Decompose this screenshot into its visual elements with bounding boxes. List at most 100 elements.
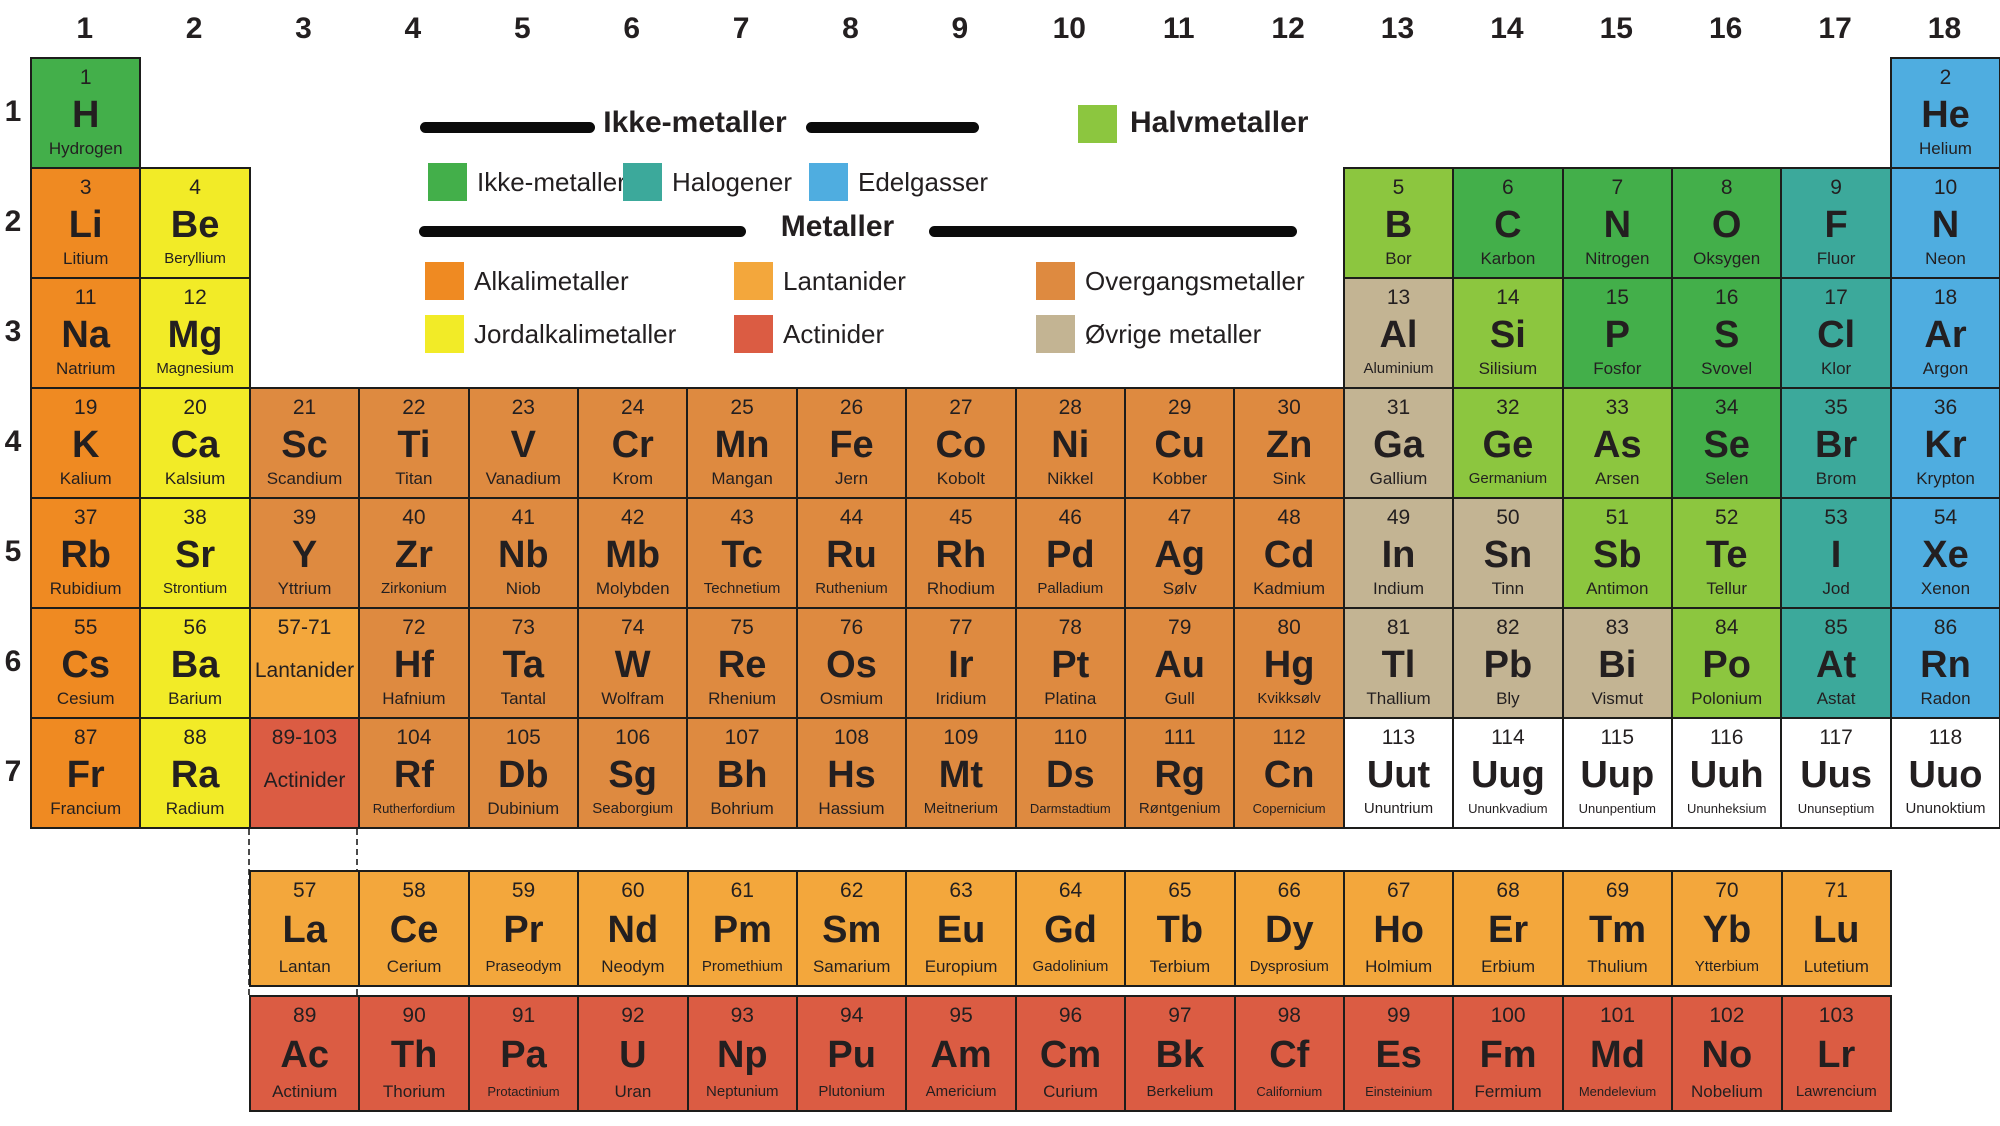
- atomic-number: 18: [1933, 286, 1958, 309]
- element-name: Copernicium: [1252, 801, 1326, 816]
- element-symbol: Y: [291, 533, 318, 576]
- element-symbol: Eu: [936, 909, 986, 951]
- atomic-number: 63: [949, 879, 973, 902]
- element-symbol: No: [1701, 1034, 1753, 1076]
- halvmetaller-label: Halvmetaller: [1130, 106, 1309, 139]
- element-cell-gd-64: 64 Gd Gadolinium: [1014, 870, 1127, 987]
- element-name: Thorium: [382, 1082, 446, 1101]
- group-label-5: 5: [513, 12, 531, 45]
- element-name: Kalsium: [164, 469, 226, 488]
- atomic-number: 46: [1058, 506, 1082, 529]
- element-name: Bly: [1496, 689, 1520, 708]
- element-name: Lantan: [278, 957, 331, 976]
- element-cell-uus-117: 117 Uus Ununseptium: [1780, 717, 1892, 829]
- atomic-number: 8: [1720, 176, 1733, 199]
- element-symbol: C: [1494, 203, 1522, 246]
- element-name: Osmium: [819, 689, 884, 708]
- element-symbol: Pu: [827, 1034, 876, 1076]
- element-symbol: Hs: [827, 753, 876, 796]
- element-name: Gadolinium: [1032, 958, 1109, 975]
- element-symbol: Po: [1702, 643, 1751, 686]
- element-name: Meitnerium: [923, 800, 998, 817]
- element-name: Klor: [1820, 359, 1852, 378]
- atomic-number: 107: [724, 726, 760, 749]
- element-symbol: Uuo: [1908, 753, 1983, 796]
- atomic-number: 43: [730, 506, 754, 529]
- atomic-number: 25: [730, 396, 754, 419]
- element-cell-in-49: 49 In Indium: [1342, 497, 1455, 609]
- element-symbol: Ni: [1051, 423, 1090, 466]
- element-name: Lawrencium: [1795, 1083, 1877, 1100]
- element-symbol: Pb: [1483, 643, 1533, 686]
- element-name: Hafnium: [382, 689, 446, 708]
- element-symbol: Cm: [1039, 1034, 1102, 1076]
- element-name: Ununpentium: [1578, 801, 1656, 816]
- element-name: Nikkel: [1047, 469, 1094, 488]
- element-symbol: Ru: [826, 533, 877, 576]
- element-symbol: La: [282, 909, 327, 951]
- element-cell-ga-31: 31 Ga Gallium: [1342, 387, 1455, 499]
- element-cell-al-13: 13 Al Aluminium: [1342, 277, 1455, 389]
- atomic-number: 38: [183, 506, 207, 529]
- element-cell-cs-55: 55 Cs Cesium: [30, 607, 142, 719]
- element-cell-ag-47: 47 Ag Sølv: [1124, 497, 1236, 609]
- element-name: Rubidium: [49, 579, 122, 598]
- element-name: Kalium: [59, 469, 112, 488]
- element-name: Terbium: [1149, 957, 1211, 976]
- element-symbol: Ti: [397, 423, 431, 466]
- element-cell-xe-54: 54 Xe Xenon: [1889, 497, 2000, 609]
- element-cell-pa-91: 91 Pa Protactinium: [467, 995, 580, 1112]
- element-name: Natrium: [55, 359, 116, 378]
- atomic-number: 30: [1277, 396, 1301, 419]
- element-name: Tantal: [500, 689, 546, 708]
- element-name: Ununheksium: [1686, 801, 1767, 816]
- element-cell-ti-22: 22 Ti Titan: [358, 387, 470, 499]
- element-name: Sølv: [1162, 579, 1197, 598]
- element-name: Røntgenium: [1138, 800, 1221, 817]
- other-metals-swatch: [1036, 315, 1075, 353]
- element-symbol: Pr: [503, 909, 544, 951]
- element-name: Thallium: [1366, 689, 1431, 708]
- element-symbol: Ga: [1373, 423, 1424, 466]
- element-name: Aluminium: [1363, 360, 1434, 377]
- element-symbol: V: [510, 423, 536, 466]
- element-cell-es-99: 99 Es Einsteinium: [1343, 995, 1455, 1112]
- element-symbol: Sn: [1483, 533, 1533, 576]
- element-symbol: Rn: [1920, 643, 1971, 686]
- element-cell-ac-89: 89 Ac Actinium: [249, 995, 361, 1112]
- element-cell-uuo-118: 118 Uuo Ununoktium: [1889, 717, 2000, 829]
- noble-gas-swatch: [809, 163, 848, 201]
- element-cell-ds-110: 110 Ds Darmstadtium: [1014, 717, 1126, 829]
- atomic-number: 72: [402, 616, 426, 639]
- atomic-number: 60: [621, 879, 645, 902]
- element-cell-ca-20: 20 Ca Kalsium: [139, 387, 251, 499]
- element-name: Helium: [1919, 139, 1972, 158]
- atomic-number: 67: [1387, 879, 1411, 902]
- legend-line: [806, 122, 979, 133]
- group-label-16: 16: [1709, 12, 1743, 45]
- element-symbol: Mg: [167, 313, 223, 356]
- element-cell-pb-82: 82 Pb Bly: [1452, 607, 1564, 719]
- element-symbol: Re: [717, 643, 767, 686]
- atomic-number: 32: [1496, 396, 1520, 419]
- atomic-number: 11: [74, 286, 97, 309]
- element-name: Zirkonium: [380, 580, 447, 597]
- atomic-number: 79: [1168, 616, 1192, 639]
- atomic-number: 49: [1386, 506, 1411, 529]
- atomic-number: 73: [511, 616, 535, 639]
- atomic-number: 57-71: [277, 616, 332, 639]
- element-cell-sg-106: 106 Sg Seaborgium: [577, 717, 689, 829]
- atomic-number: 93: [730, 1004, 754, 1027]
- atomic-number: 91: [511, 1004, 536, 1027]
- other-metals-label: Øvrige metaller: [1085, 319, 1262, 349]
- element-symbol: Er: [1488, 909, 1529, 951]
- element-name: Promethium: [701, 958, 783, 975]
- element-symbol: Ca: [170, 423, 220, 466]
- atomic-number: 6: [1502, 176, 1514, 199]
- element-name: Dubinium: [487, 799, 560, 818]
- atomic-number: 26: [839, 396, 864, 419]
- element-name: Ununoktium: [1905, 800, 1986, 817]
- nonmetal-swatch: [428, 163, 467, 201]
- element-name: Fluor: [1816, 249, 1856, 268]
